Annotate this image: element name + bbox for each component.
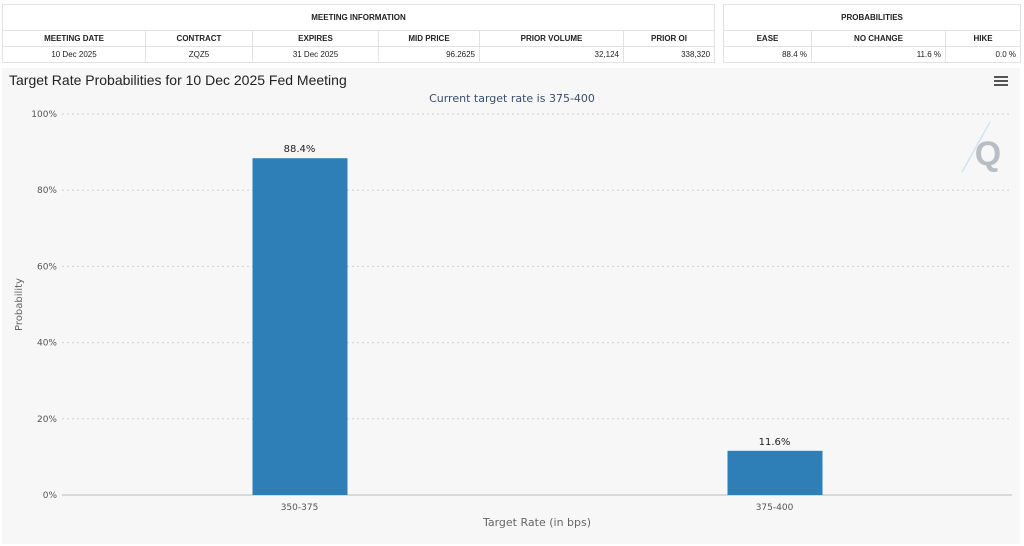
bar[interactable] bbox=[727, 450, 823, 495]
chart-title: Target Rate Probabilities for 10 Dec 202… bbox=[9, 72, 347, 88]
y-tick-label: 100% bbox=[31, 110, 57, 120]
y-tick-label: 60% bbox=[37, 262, 57, 272]
cell: 96.2625 bbox=[378, 46, 480, 63]
bar[interactable] bbox=[252, 158, 348, 496]
hamburger-menu-icon[interactable] bbox=[994, 76, 1008, 88]
y-tick-label: 0% bbox=[43, 491, 58, 501]
data-label: 88.4% bbox=[284, 144, 316, 155]
chart-subtitle: Current target rate is 375-400 bbox=[429, 92, 595, 105]
y-axis-title: Probability bbox=[14, 278, 25, 331]
cell: 11.6 % bbox=[811, 46, 946, 63]
meeting-information-header: MEETING INFORMATION bbox=[1, 4, 716, 31]
x-axis-title: Target Rate (in bps) bbox=[482, 516, 591, 529]
cell: ZQZ5 bbox=[145, 46, 253, 63]
y-tick-label: 40% bbox=[37, 339, 57, 349]
cell: 338,320 bbox=[622, 46, 716, 63]
meeting-information-table: MEETING INFORMATION MEETING DATE CONTRAC… bbox=[1, 4, 716, 63]
col-header: CONTRACT bbox=[145, 30, 253, 47]
col-header: HIKE bbox=[945, 30, 1021, 47]
chart-panel bbox=[2, 68, 1020, 544]
col-header: PRIOR OI bbox=[622, 30, 716, 47]
probabilities-table: PROBABILITIES EASE NO CHANGE HIKE 88.4 %… bbox=[723, 4, 1021, 63]
x-tick-label: 375-400 bbox=[756, 503, 794, 513]
cell: 0.0 % bbox=[945, 46, 1021, 63]
q-logo-watermark: Q bbox=[961, 121, 1001, 173]
cell: 10 Dec 2025 bbox=[2, 46, 146, 63]
col-header: MID PRICE bbox=[378, 30, 480, 47]
x-tick-label: 350-375 bbox=[281, 503, 319, 513]
y-tick-label: 80% bbox=[37, 186, 57, 196]
y-tick-label: 20% bbox=[37, 415, 57, 425]
data-label: 11.6% bbox=[759, 437, 791, 448]
cell: 88.4 % bbox=[723, 46, 812, 63]
probabilities-header: PROBABILITIES bbox=[723, 4, 1021, 31]
cell: 32,124 bbox=[479, 46, 624, 63]
cell: 31 Dec 2025 bbox=[252, 46, 379, 63]
